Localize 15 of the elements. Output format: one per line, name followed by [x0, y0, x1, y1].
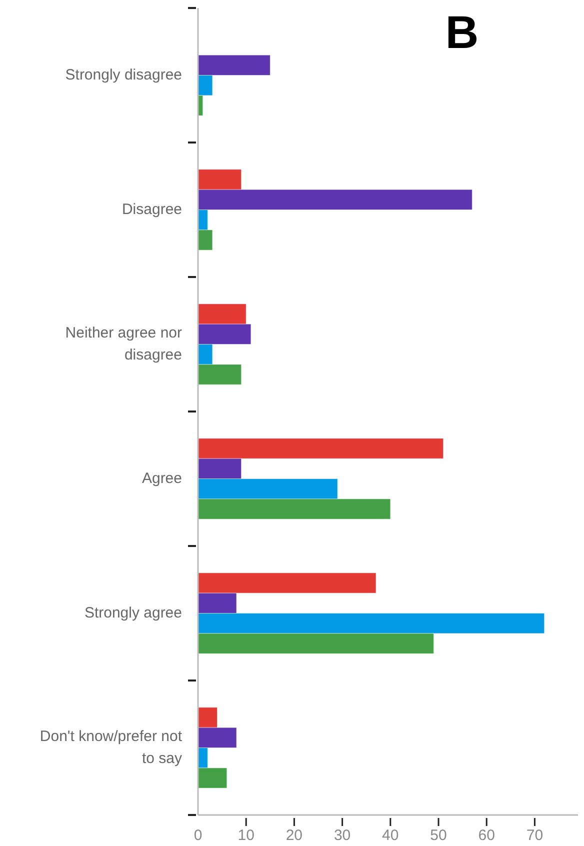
- x-tick-label: 70: [526, 827, 544, 844]
- y-tick-label: Agree: [142, 470, 182, 487]
- x-tick-label: 30: [334, 827, 351, 844]
- x-tick-label: 60: [478, 827, 495, 844]
- y-tick-label: Strongly disagree: [65, 66, 182, 84]
- x-tick-label: 10: [238, 827, 254, 844]
- y-tick-label: Neither agree nor disagree: [65, 324, 182, 364]
- y-tick-label: Disagree: [122, 200, 182, 218]
- y-tick-label: Don't know/prefer not to say: [40, 728, 183, 767]
- x-tick-label: 0: [194, 827, 202, 844]
- y-tick-label: Strongly agree: [84, 604, 182, 622]
- x-tick-label: 40: [382, 827, 399, 844]
- x-tick-label: 50: [430, 827, 447, 844]
- chart-title: B: [445, 6, 479, 58]
- x-tick-label: 20: [286, 827, 303, 844]
